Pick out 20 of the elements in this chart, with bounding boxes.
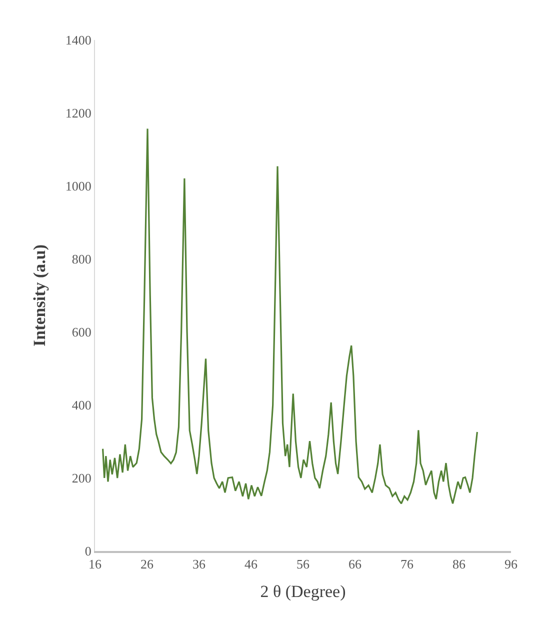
- x-tick-label: 76: [400, 556, 414, 572]
- x-tick-label: 16: [88, 556, 102, 572]
- x-tick-label: 36: [192, 556, 206, 572]
- x-tick-label: 66: [348, 556, 362, 572]
- y-tick-label: 0: [84, 544, 92, 559]
- y-tick-label: 600: [72, 324, 92, 340]
- x-tick-label: 86: [452, 556, 466, 572]
- y-tick-label: 200: [72, 470, 92, 486]
- x-tick-label: 96: [504, 556, 518, 572]
- y-tick-label: 400: [72, 398, 92, 413]
- y-axis-title: Intensity (a.u): [30, 244, 49, 347]
- x-tick-label: 46: [244, 556, 258, 572]
- y-tick-label: 1400: [65, 32, 92, 48]
- x-axis-title: 2 θ (Degree): [260, 582, 346, 602]
- x-tick-label: 56: [296, 556, 310, 572]
- x-tick-label: 26: [140, 556, 154, 572]
- y-tick-label: 1200: [65, 106, 92, 121]
- line-series: [102, 128, 478, 504]
- y-tick-label: 1000: [65, 178, 92, 194]
- y-tick-label: 800: [72, 252, 92, 267]
